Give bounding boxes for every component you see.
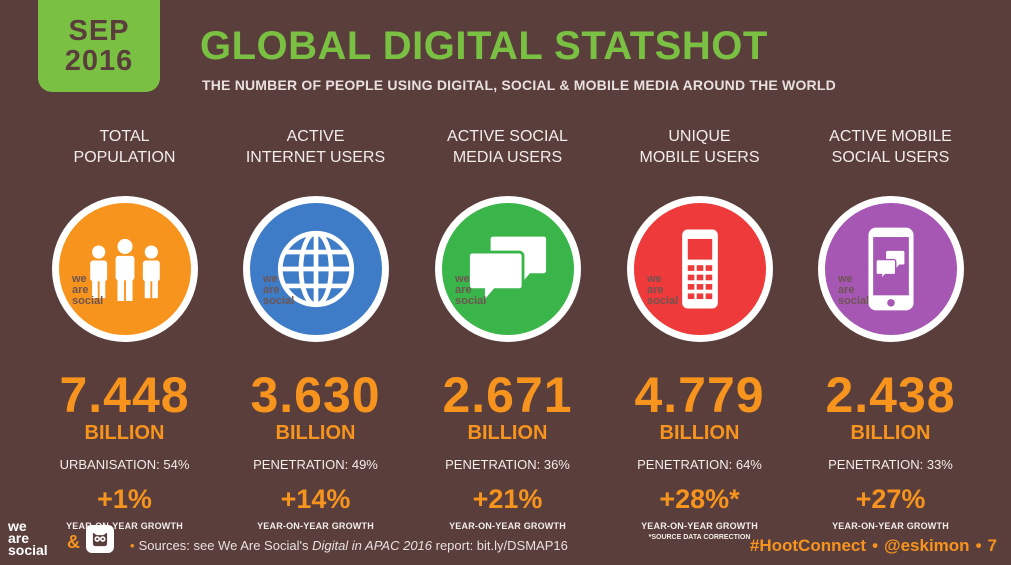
hashtag: #HootConnect (749, 536, 867, 555)
watermark-logo: we are social (72, 273, 104, 307)
stat-mobile-users: UNIQUE MOBILE USERS we are social 4.779 … (603, 118, 796, 541)
stat-growth-label: YEAR-ON-YEAR GROWTH (257, 521, 374, 531)
stat-label-line1: ACTIVE MOBILE (829, 128, 952, 145)
stat-growth-label: YEAR-ON-YEAR GROWTH (641, 521, 758, 531)
hootsuite-owl-icon (86, 525, 114, 553)
stat-value: 4.779 (634, 367, 765, 423)
stat-social-media-users: ACTIVE SOCIAL MEDIA USERS we are social … (411, 118, 604, 531)
stat-label-line1: UNIQUE (668, 128, 731, 145)
stat-label-line1: ACTIVE SOCIAL (447, 128, 568, 145)
stat-label-line1: TOTAL (99, 128, 150, 145)
we-are-social-logo: we are social (8, 518, 48, 558)
page-subtitle: THE NUMBER OF PEOPLE USING DIGITAL, SOCI… (202, 77, 836, 93)
stat-unit: BILLION (850, 422, 931, 444)
stats-row: TOTAL POPULATION we are social 7.448 BIL… (0, 118, 1011, 541)
watermark-logo: we are social (263, 273, 295, 307)
stat-note: *SOURCE DATA CORRECTION (648, 534, 751, 541)
stat-label: ACTIVE MOBILE SOCIAL USERS (829, 126, 952, 170)
watermark-logo: we are social (647, 273, 679, 307)
stat-internet-users: ACTIVE INTERNET USERS we are social 3.63… (219, 118, 412, 531)
stat-growth: +27% (855, 484, 926, 514)
stat-label: ACTIVE INTERNET USERS (246, 126, 385, 170)
stat-label: UNIQUE MOBILE USERS (639, 126, 759, 170)
stat-unit: BILLION (659, 422, 740, 444)
ampersand: & (67, 532, 80, 552)
stat-total-population: TOTAL POPULATION we are social 7.448 BIL… (28, 118, 221, 531)
stat-value: 2.671 (442, 367, 573, 423)
page-number: 7 (987, 536, 997, 555)
date-month: SEP (68, 14, 130, 47)
date-badge: SEP 2016 (38, 0, 160, 92)
mobile-phone-icon (626, 196, 773, 342)
stat-label: ACTIVE SOCIAL MEDIA USERS (447, 126, 568, 170)
stat-growth-label: YEAR-ON-YEAR GROWTH (832, 521, 949, 531)
stat-value: 3.630 (250, 367, 381, 423)
globe-icon (242, 196, 389, 342)
stat-mobile-social-users: ACTIVE MOBILE SOCIAL USERS we are social… (794, 118, 987, 531)
social-tags: #HootConnect • @eskimon • 7 (749, 536, 997, 555)
stat-growth-label: YEAR-ON-YEAR GROWTH (449, 521, 566, 531)
people-icon (51, 196, 198, 342)
twitter-handle: @eskimon (884, 536, 970, 555)
stat-label-line1: ACTIVE (286, 128, 345, 145)
stat-unit: BILLION (467, 422, 548, 444)
smartphone-chat-icon (817, 196, 964, 342)
stat-detail: PENETRATION: 36% (445, 457, 570, 472)
stat-detail: PENETRATION: 49% (253, 457, 378, 472)
stat-detail: PENETRATION: 33% (828, 457, 953, 472)
stat-label-line2: MEDIA USERS (452, 149, 563, 166)
stat-detail: PENETRATION: 64% (637, 457, 762, 472)
stat-label: TOTAL POPULATION (74, 126, 176, 170)
footer: we are social & • Sources: see We Are Soc… (0, 518, 1011, 565)
stat-label-line2: MOBILE USERS (639, 149, 760, 166)
report-title: Digital in APAC 2016 (312, 538, 433, 553)
date-year: 2016 (64, 45, 134, 77)
stat-value: 2.438 (825, 367, 956, 423)
stat-label-line2: SOCIAL USERS (831, 149, 950, 166)
watermark-logo: we are social (838, 273, 870, 307)
sources-text: • Sources: see We Are Social's Digital in… (130, 538, 568, 553)
stat-value: 7.448 (59, 367, 190, 423)
stat-unit: BILLION (275, 422, 356, 444)
stat-growth: +21% (472, 484, 543, 514)
watermark-logo: we are social (455, 273, 487, 307)
stat-label-line2: POPULATION (73, 149, 176, 166)
stat-label-line2: INTERNET USERS (245, 149, 386, 166)
stat-growth: +14% (280, 484, 351, 514)
stat-unit: BILLION (84, 422, 165, 444)
speech-bubbles-icon (434, 196, 581, 342)
stat-detail: URBANISATION: 54% (59, 457, 190, 472)
stat-growth: +1% (97, 484, 152, 514)
bullet: • (130, 538, 135, 553)
stat-growth: +28%* (659, 484, 740, 514)
stat-growth-label: YEAR-ON-YEAR GROWTH (66, 521, 183, 531)
page-title: GLOBAL DIGITAL STATSHOT (200, 24, 768, 68)
